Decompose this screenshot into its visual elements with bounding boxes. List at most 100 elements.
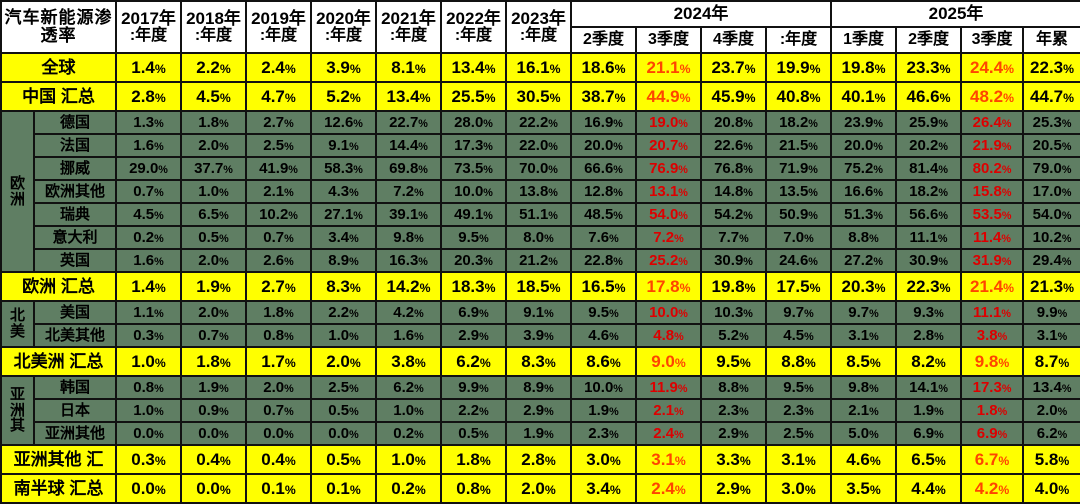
value-cell: 37.7% xyxy=(180,156,247,181)
value-cell: 9.9% xyxy=(1022,300,1080,325)
year-header-2018年: 2018年:年度 xyxy=(180,0,247,54)
value-cell: 3.3% xyxy=(700,444,767,475)
value-cell: 45.9% xyxy=(700,81,767,112)
value-cell: 3.1% xyxy=(635,444,702,475)
value-cell: 0.0% xyxy=(245,421,312,446)
value-cell: 12.8% xyxy=(570,179,637,204)
table-row: 南半球 汇总 0.0% 0.0% 0.1% 0.1% 0.2% 0.8% 2.0% 3.4% 2.… xyxy=(0,473,1080,504)
value-cell: 9.1% xyxy=(310,133,377,158)
section-label: 北美 xyxy=(0,300,35,348)
value-cell: 2.3% xyxy=(570,421,637,446)
value-cell: 18.3% xyxy=(440,271,507,302)
value-cell: 20.7% xyxy=(635,133,702,158)
value-cell: 25.2% xyxy=(635,248,702,273)
value-cell: 4.5% xyxy=(115,202,182,227)
value-cell: 9.1% xyxy=(505,300,572,325)
value-cell: 0.5% xyxy=(310,444,377,475)
value-cell: 17.3% xyxy=(960,375,1025,400)
value-cell: 19.0% xyxy=(635,110,702,135)
value-cell: 2.0% xyxy=(310,346,377,377)
value-cell: 2.0% xyxy=(180,133,247,158)
value-cell: 17.0% xyxy=(1022,179,1080,204)
value-cell: 2.7% xyxy=(245,271,312,302)
value-cell: 4.2% xyxy=(375,300,442,325)
value-cell: 30.9% xyxy=(700,248,767,273)
value-cell: 11.9% xyxy=(635,375,702,400)
value-cell: 25.9% xyxy=(895,110,963,135)
period-header: :年度 xyxy=(764,26,833,54)
value-cell: 1.8% xyxy=(960,398,1025,423)
value-cell: 27.2% xyxy=(830,248,898,273)
value-cell: 20.0% xyxy=(830,133,898,158)
value-cell: 53.5% xyxy=(960,202,1025,227)
value-cell: 14.2% xyxy=(375,271,442,302)
value-cell: 5.8% xyxy=(1022,444,1080,475)
table-title: 汽车新能源渗 透率 xyxy=(0,0,117,54)
table-row: 意大利 0.2% 0.5% 0.7% 3.4% 9.8% 9.5% 8.0% 7.6% 7.2% 7… xyxy=(1,225,1080,250)
value-cell: 1.9% xyxy=(505,421,572,446)
value-cell: 9.8% xyxy=(830,375,898,400)
value-cell: 6.9% xyxy=(960,421,1025,446)
period-header: 年累 xyxy=(1022,26,1080,54)
row-label: 德国 xyxy=(33,110,117,135)
row-label: 亚洲其他 xyxy=(33,421,117,446)
value-cell: 0.0% xyxy=(180,421,247,446)
value-cell: 54.0% xyxy=(635,202,702,227)
value-cell: 4.6% xyxy=(570,323,637,348)
value-cell: 21.4% xyxy=(960,271,1025,302)
value-cell: 18.5% xyxy=(505,271,572,302)
value-cell: 9.8% xyxy=(960,346,1025,377)
value-cell: 0.9% xyxy=(180,398,247,423)
value-cell: 0.2% xyxy=(375,421,442,446)
value-cell: 1.7% xyxy=(245,346,312,377)
table-row: 欧洲德国 1.3% 1.8% 2.7% 12.6% 22.7% 28.0% 22.2% 16.9… xyxy=(0,110,1080,273)
value-cell: 0.0% xyxy=(115,421,182,446)
value-cell: 1.0% xyxy=(115,346,182,377)
value-cell: 79.0% xyxy=(1022,156,1080,181)
value-cell: 0.5% xyxy=(310,398,377,423)
table-row: 法国 1.6% 2.0% 2.5% 9.1% 14.4% 17.3% 22.0% 20.0% 20… xyxy=(1,133,1080,158)
value-cell: 2.1% xyxy=(245,179,312,204)
value-cell: 2.0% xyxy=(1022,398,1080,423)
row-label: 韩国 xyxy=(33,375,117,400)
value-cell: 8.6% xyxy=(570,346,637,377)
value-cell: 2.3% xyxy=(764,398,833,423)
value-cell: 13.4% xyxy=(440,52,507,83)
value-cell: 2.0% xyxy=(180,300,247,325)
header-row-1: 汽车新能源渗 透率 2017年:年度 2018年:年度 2019年:年度 2020年:年度… xyxy=(0,0,1080,54)
value-cell: 19.9% xyxy=(764,52,833,83)
value-cell: 51.3% xyxy=(830,202,898,227)
value-cell: 8.2% xyxy=(895,346,963,377)
value-cell: 23.9% xyxy=(830,110,898,135)
value-cell: 69.8% xyxy=(375,156,442,181)
value-cell: 1.8% xyxy=(180,346,247,377)
value-cell: 0.4% xyxy=(180,444,247,475)
value-cell: 13.4% xyxy=(375,81,442,112)
value-cell: 4.8% xyxy=(635,323,702,348)
value-cell: 9.5% xyxy=(700,346,767,377)
year-header-2022年: 2022年:年度 xyxy=(440,0,507,54)
value-cell: 2.0% xyxy=(180,248,247,273)
value-cell: 6.9% xyxy=(440,300,507,325)
value-cell: 10.0% xyxy=(570,375,637,400)
value-cell: 1.0% xyxy=(375,444,442,475)
value-cell: 20.0% xyxy=(570,133,637,158)
value-cell: 7.0% xyxy=(764,225,833,250)
value-cell: 14.8% xyxy=(700,179,767,204)
value-cell: 5.2% xyxy=(310,81,377,112)
value-cell: 16.5% xyxy=(570,271,637,302)
value-cell: 1.3% xyxy=(115,110,182,135)
value-cell: 50.9% xyxy=(764,202,833,227)
value-cell: 80.2% xyxy=(960,156,1025,181)
value-cell: 3.9% xyxy=(310,52,377,83)
value-cell: 11.1% xyxy=(960,300,1025,325)
table-row: 亚洲其他 汇 0.3% 0.4% 0.4% 0.5% 1.0% 1.8% 2.8% 3.0% 3.… xyxy=(0,444,1080,475)
value-cell: 39.1% xyxy=(375,202,442,227)
value-cell: 2.8% xyxy=(115,81,182,112)
value-cell: 48.5% xyxy=(570,202,637,227)
value-cell: 1.9% xyxy=(895,398,963,423)
value-cell: 24.4% xyxy=(960,52,1025,83)
row-label: 日本 xyxy=(33,398,117,423)
table-row: 全球 1.4% 2.2% 2.4% 3.9% 8.1% 13.4% 16.1% 18.6% 21.… xyxy=(0,52,1080,83)
value-cell: 4.3% xyxy=(310,179,377,204)
